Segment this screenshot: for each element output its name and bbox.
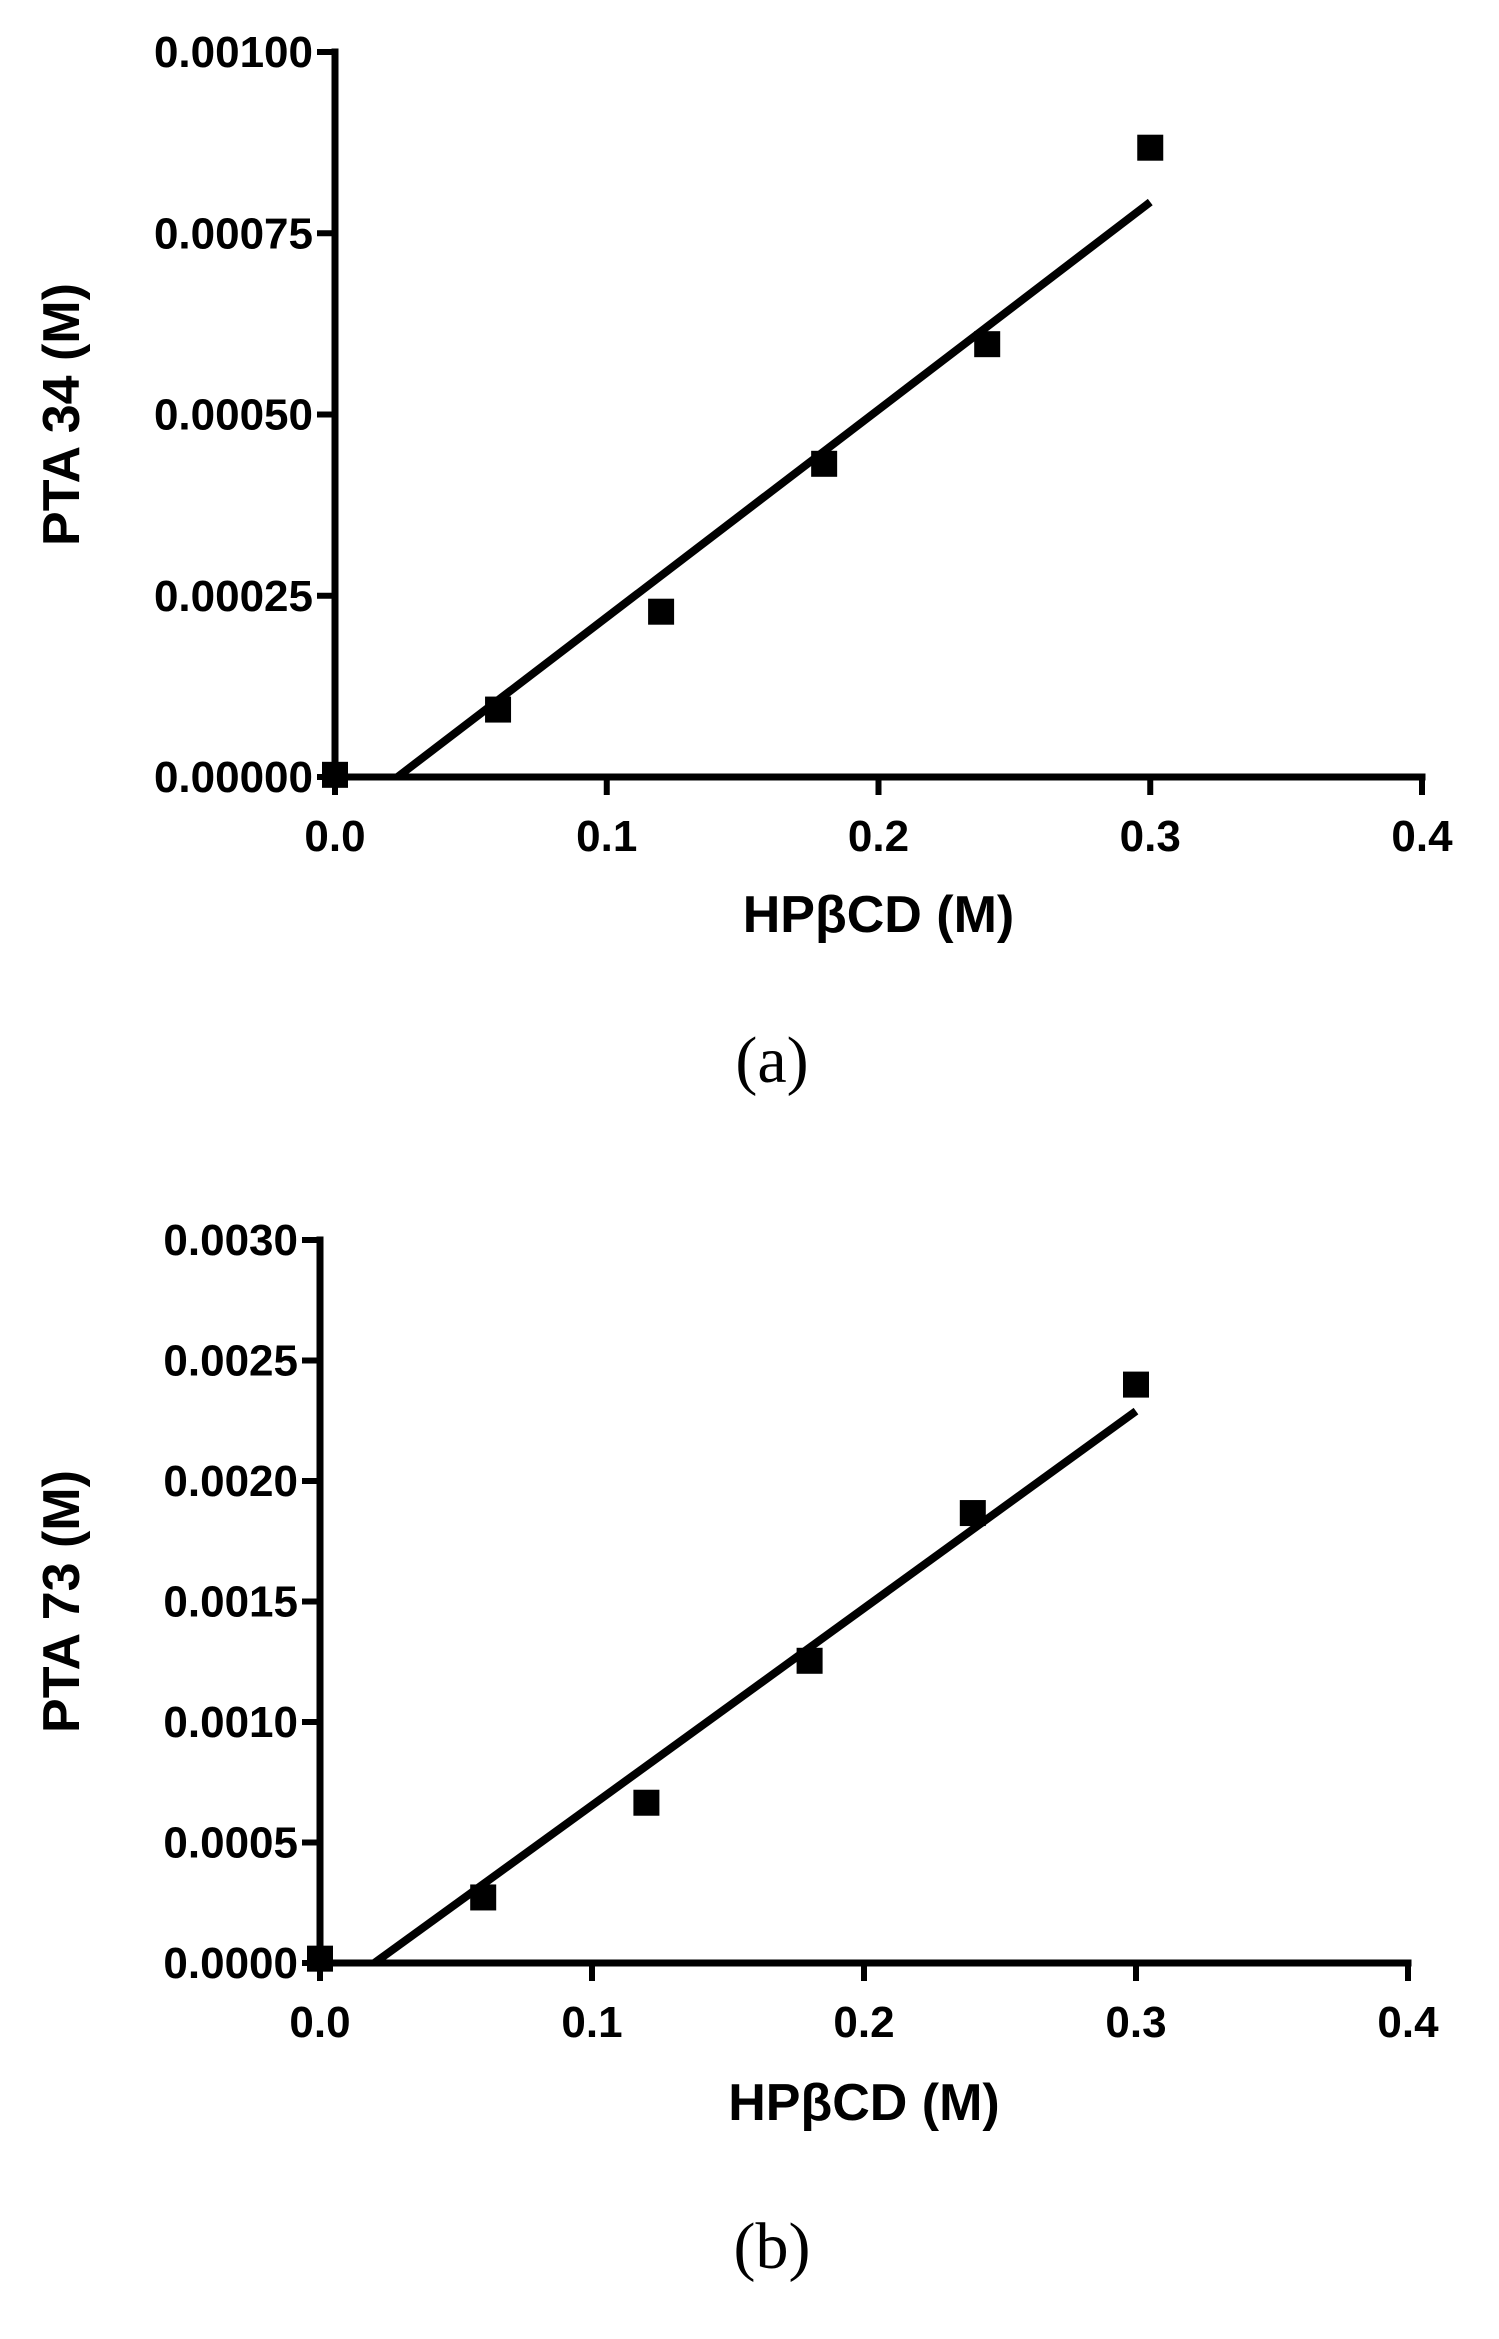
- data-point: [974, 331, 1001, 358]
- y-tick-label: 0.0015: [163, 1578, 298, 1627]
- x-tick-label: 0.1: [576, 812, 637, 861]
- panel-label: (a): [735, 1024, 808, 1097]
- x-tick-label: 0.4: [1391, 812, 1453, 861]
- data-point: [796, 1647, 823, 1674]
- panel-label: (b): [734, 2210, 811, 2283]
- data-point: [959, 1500, 986, 1527]
- y-axis-title: PTA 73 (M): [33, 1470, 91, 1733]
- y-tick-label: 0.0010: [163, 1698, 298, 1747]
- x-tick-label: 0.3: [1120, 812, 1181, 861]
- data-point: [648, 598, 675, 625]
- fit-line: [372, 1407, 1139, 1967]
- data-point: [1137, 134, 1164, 161]
- y-tick-label: 0.0000: [163, 1939, 298, 1988]
- x-tick-label: 0.2: [848, 812, 909, 861]
- data-point: [322, 761, 348, 788]
- data-point: [811, 450, 838, 477]
- x-tick-label: 0.1: [561, 1998, 622, 2047]
- y-tick-label: 0.00050: [154, 391, 313, 440]
- data-point: [485, 696, 512, 723]
- y-tick-label: 0.00000: [154, 753, 313, 802]
- data-point: [470, 1884, 497, 1911]
- y-tick-label: 0.0025: [163, 1337, 298, 1386]
- y-tick-label: 0.00025: [154, 572, 313, 621]
- x-tick-label: 0.4: [1377, 1998, 1439, 2047]
- x-tick-label: 0.2: [833, 1998, 894, 2047]
- chart-panel-a: 0.00000 0.00025 0.00050 0.00075 0.00100 0.0 0.…: [33, 28, 1453, 1097]
- x-tick-label: 0.3: [1105, 1998, 1166, 2047]
- y-tick-label: 0.0005: [163, 1819, 298, 1868]
- data-point: [633, 1789, 660, 1816]
- y-tick-label: 0.00100: [154, 28, 313, 77]
- x-tick-label: 0.0: [289, 1998, 350, 2047]
- chart-panel-b: 0.00000.00050.00100.00150.00200.00250.00…: [33, 1216, 1439, 2283]
- data-point: [307, 1945, 333, 1972]
- x-axis-title: HPβCD (M): [728, 2074, 999, 2132]
- y-axis-title: PTA 34 (M): [33, 283, 91, 546]
- y-tick-label: 0.0020: [163, 1457, 298, 1506]
- x-tick-label: 0.0: [304, 812, 365, 861]
- x-axis-title: HPβCD (M): [743, 886, 1014, 944]
- data-point: [1123, 1371, 1149, 1398]
- y-tick-label: 0.0030: [163, 1216, 298, 1265]
- y-tick-label: 0.00075: [154, 209, 313, 258]
- fit-line: [395, 198, 1153, 781]
